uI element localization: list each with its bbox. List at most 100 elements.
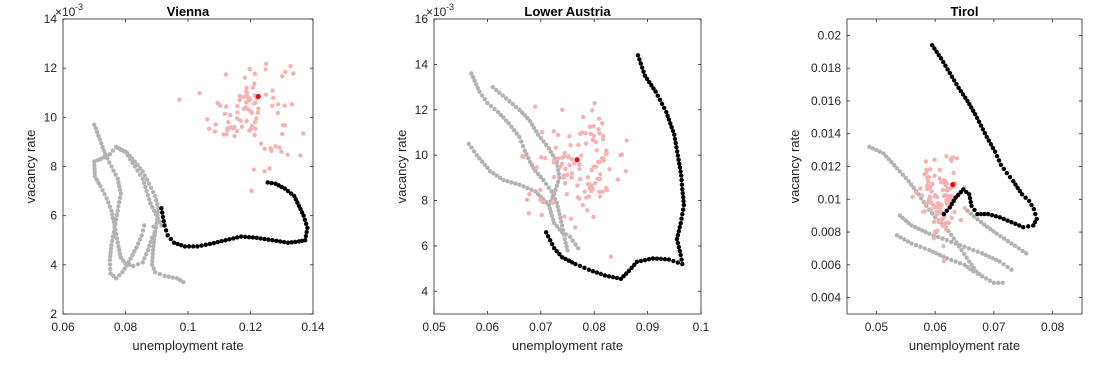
black-data-point [676, 228, 682, 234]
black-data-point [654, 256, 660, 261]
gray-data-point [894, 165, 900, 171]
gray-data-point [1023, 251, 1029, 256]
black-data-point [638, 61, 643, 66]
gray-data-point [117, 187, 123, 193]
gray-data-point [156, 206, 161, 211]
gray-data-point [900, 172, 906, 177]
pink-data-point [934, 194, 940, 200]
black-data-point [273, 181, 278, 186]
black-data-point [161, 218, 166, 224]
black-data-point [163, 228, 169, 233]
pink-data-point [597, 131, 602, 136]
black-data-point [951, 198, 956, 204]
y-tick-label: 10 [44, 110, 58, 124]
gray-data-point [101, 148, 107, 153]
gray-data-point [548, 210, 554, 215]
black-data-point [949, 201, 954, 207]
gray-data-point [98, 183, 103, 189]
pink-data-point [568, 142, 573, 148]
pink-data-point [948, 186, 953, 191]
gray-data-point [517, 107, 522, 112]
pink-data-point [247, 66, 252, 72]
data-points [867, 43, 1039, 286]
gray-data-point [533, 129, 539, 134]
black-data-point [637, 57, 642, 62]
pink-data-point [941, 193, 946, 199]
gray-data-point [93, 126, 98, 131]
gray-data-point [100, 144, 105, 150]
gray-data-point [556, 171, 562, 177]
black-data-point [974, 115, 980, 121]
y-tick-labels: 2 4 6 8 10 12 14 [44, 12, 313, 321]
black-data-point [554, 249, 560, 254]
black-data-point [680, 190, 685, 196]
gray-data-point [509, 180, 514, 185]
pink-data-point [588, 131, 594, 136]
black-data-point [649, 83, 654, 88]
black-data-point [215, 239, 220, 245]
gray-data-point [567, 234, 573, 240]
black-data-point [299, 210, 305, 215]
gray-data-point [998, 233, 1003, 239]
gray-data-point [1001, 262, 1006, 267]
gray-data-point [151, 236, 157, 242]
pink-data-point [913, 190, 919, 195]
gray-data-point [108, 246, 114, 252]
gray-data-point [105, 156, 110, 161]
black-data-point [1004, 170, 1009, 176]
pink-data-point [527, 191, 532, 197]
black-data-point [988, 142, 994, 147]
gray-data-point [142, 173, 147, 178]
gray-data-point [912, 224, 918, 230]
black-data-point [954, 81, 959, 87]
black-data-point [1013, 221, 1018, 227]
gray-data-point [554, 224, 560, 229]
black-data-point [964, 189, 969, 195]
x-tick-label: 0.1 [180, 320, 197, 334]
black-data-point [557, 252, 562, 257]
black-data-point [303, 233, 309, 239]
pink-data-point [930, 181, 935, 186]
gray-data-point [546, 146, 552, 151]
gray-data-point [550, 217, 556, 222]
black-data-point [250, 235, 256, 240]
gray-data-point [940, 236, 945, 241]
black-data-point [996, 158, 1002, 163]
gray-data-point [145, 247, 151, 253]
gray-data-point [137, 165, 143, 171]
gray-data-point [927, 231, 932, 236]
gray-data-point [144, 251, 149, 257]
black-data-point [235, 235, 240, 240]
black-data-point [936, 52, 941, 58]
gray-data-point [525, 116, 530, 121]
pink-data-point [237, 93, 242, 99]
gray-data-point [497, 90, 502, 95]
highlight-point [950, 181, 956, 188]
pink-data-point [564, 172, 570, 178]
y-tick-label: 8 [421, 194, 428, 208]
pink-data-point [550, 200, 555, 206]
pink-data-point [288, 63, 293, 69]
black-data-point [677, 225, 682, 230]
gray-data-point [969, 262, 974, 268]
black-data-point [266, 237, 271, 242]
pink-data-point [562, 214, 567, 219]
black-data-point [967, 102, 972, 107]
gray-data-point [132, 249, 137, 254]
y-tick-label: 0.018 [811, 61, 841, 75]
black-data-point [281, 239, 287, 245]
x-axis-label: unemployment rate [909, 338, 1020, 353]
gray-data-point [109, 242, 114, 248]
gray-data-point [491, 171, 496, 176]
gray-data-point [150, 247, 156, 253]
gray-data-point [503, 118, 509, 123]
black-data-point [543, 230, 549, 235]
gray-data-point [117, 199, 122, 205]
black-data-point [1031, 223, 1036, 228]
black-data-point [677, 248, 682, 254]
gray-data-point [136, 241, 141, 246]
gray-data-point [92, 122, 97, 127]
gray-data-point [102, 152, 108, 157]
black-data-point [1017, 188, 1023, 194]
gray-data-point [987, 278, 993, 283]
